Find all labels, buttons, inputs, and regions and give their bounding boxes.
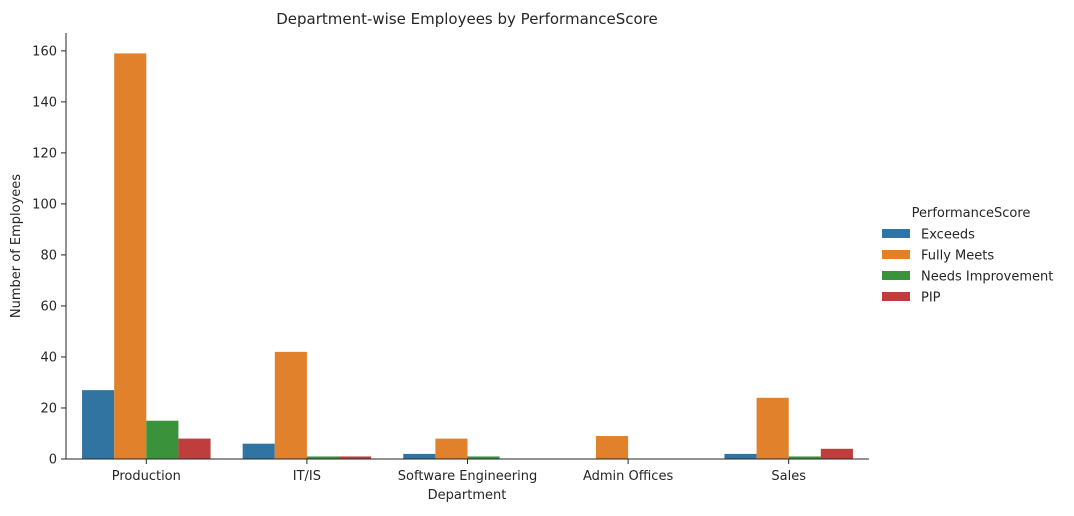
legend-title: PerformanceScore (912, 206, 1031, 221)
bar (788, 456, 821, 459)
y-tick-label: 20 (40, 401, 57, 416)
y-axis-label: Number of Employees (9, 174, 24, 318)
x-tick-label: Admin Offices (583, 469, 674, 484)
bars-group (82, 53, 853, 459)
y-tick-label: 60 (40, 299, 57, 314)
y-axis: 0 20 40 60 80 100 120 140 160 (32, 33, 67, 468)
chart-title: Department-wise Employees by Performance… (276, 10, 658, 28)
legend-label: Fully Meets (921, 249, 994, 264)
x-axis-label: Department (428, 488, 507, 503)
legend-swatch (882, 271, 910, 280)
legend-label: Needs Improvement (921, 270, 1053, 285)
bar (146, 420, 179, 459)
bar (467, 456, 500, 459)
x-axis: Production IT/IS Software Engineering Admin… (66, 458, 869, 484)
y-tick-label: 160 (32, 44, 57, 59)
y-tick-label: 0 (49, 453, 57, 468)
legend: PerformanceScore Exceeds Fully Meets Needs… (882, 206, 1053, 306)
bar (306, 456, 340, 459)
legend-label: PIP (921, 291, 941, 306)
y-tick-label: 140 (32, 95, 57, 110)
bar (595, 436, 629, 459)
y-tick-label: 100 (32, 197, 57, 212)
legend-swatch (882, 229, 910, 238)
y-tick-label: 80 (40, 248, 57, 263)
bar (756, 397, 789, 459)
y-tick-label: 120 (32, 146, 57, 161)
bar (274, 351, 307, 459)
bar (724, 453, 757, 459)
bar (403, 453, 436, 459)
bar (820, 448, 853, 459)
bar (114, 53, 147, 459)
bar (339, 456, 372, 459)
bar (242, 443, 275, 459)
legend-swatch (882, 292, 910, 301)
x-tick-label: Sales (771, 469, 806, 484)
x-tick-label: Software Engineering (398, 469, 537, 484)
bar (435, 438, 468, 459)
bar (178, 438, 211, 459)
legend-swatch (882, 250, 910, 259)
x-tick-label: Production (112, 469, 181, 484)
bar (82, 390, 115, 459)
x-tick-label: IT/IS (293, 469, 321, 484)
legend-label: Exceeds (921, 228, 975, 243)
y-tick-label: 40 (40, 350, 57, 365)
